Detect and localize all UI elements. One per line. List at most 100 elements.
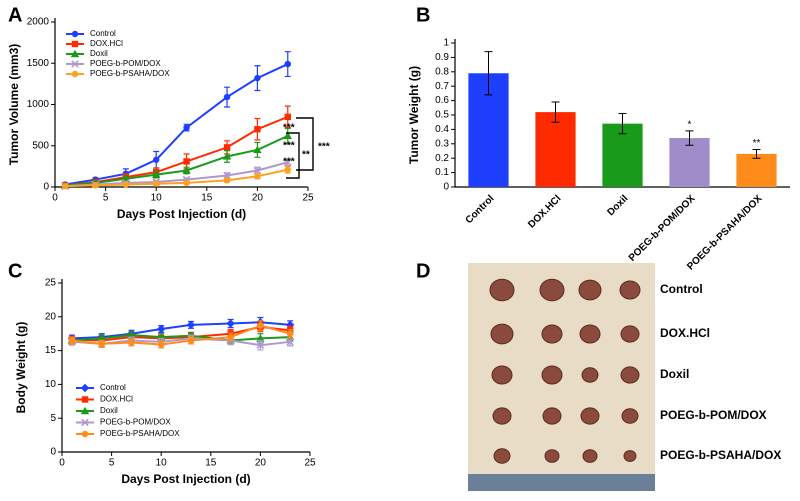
- data-point: [127, 330, 136, 339]
- x-axis-label: Days Post Injection (d): [117, 207, 246, 221]
- y-tick-label: 5: [50, 413, 56, 424]
- data-point: [182, 166, 191, 174]
- tumor: [490, 323, 514, 345]
- tumor: [623, 450, 637, 462]
- data-point: [257, 322, 264, 329]
- legend-label: POEG-b-PSAHA/DOX: [100, 429, 180, 438]
- error-bar: [618, 113, 627, 135]
- annotation: *: [688, 119, 692, 130]
- photo-label: Control: [660, 282, 703, 296]
- data-point: [286, 338, 294, 346]
- data-point: [256, 341, 265, 349]
- annotation: ***: [283, 123, 295, 134]
- y-tick-label: 0.9: [435, 52, 449, 63]
- y-tick-label: 20: [45, 311, 57, 322]
- y-tick-label: 0: [50, 447, 56, 458]
- series-line: [65, 134, 289, 187]
- data-point: [61, 182, 69, 190]
- annotation: ***: [283, 141, 295, 152]
- tumor: [489, 278, 515, 302]
- legend-label: POEG-b-PSAHA/DOX: [90, 69, 170, 78]
- data-point: [186, 320, 196, 330]
- tumor: [541, 324, 563, 344]
- x-tick-label: 5: [109, 458, 115, 469]
- y-tick-label: 15: [45, 345, 57, 356]
- tumor: [620, 366, 640, 384]
- annotation: ***: [318, 142, 330, 153]
- data-point: [153, 156, 160, 163]
- y-axis-label: Tumor Volume (mm3): [7, 44, 21, 166]
- data-point: [284, 60, 291, 68]
- legend-marker: [71, 60, 79, 68]
- data-point: [158, 341, 165, 348]
- y-tick-label: 2000: [27, 17, 50, 28]
- data-point: [152, 170, 161, 178]
- bar: [535, 112, 576, 187]
- x-tick-label: POEG-b-POM/DOX: [627, 193, 698, 264]
- bar: [736, 153, 777, 187]
- data-point: [253, 145, 262, 154]
- x-tick-label: 20: [252, 193, 264, 204]
- y-tick-label: 500: [32, 140, 49, 151]
- y-tick-label: 1: [443, 38, 449, 49]
- tumor: [621, 408, 639, 424]
- x-tick-label: 20: [255, 458, 267, 469]
- tumor: [493, 448, 511, 464]
- x-tick-label: Doxil: [605, 193, 630, 218]
- legend-label: Doxil: [90, 49, 108, 58]
- legend-label: Doxil: [100, 406, 118, 415]
- data-point: [285, 320, 295, 330]
- y-tick-label: 1500: [27, 58, 50, 69]
- photo-label: POEG-b-POM/DOX: [660, 408, 767, 422]
- bar: [669, 138, 710, 187]
- data-point: [223, 177, 231, 184]
- data-point: [183, 179, 190, 187]
- legend-marker: [71, 40, 79, 48]
- y-tick-label: 0.5: [435, 110, 449, 121]
- data-point: [222, 152, 232, 160]
- tumor: [539, 278, 565, 302]
- y-tick-label: 25: [45, 278, 57, 289]
- tumor: [580, 407, 600, 425]
- data-point: [223, 171, 231, 180]
- legend-label: Control: [90, 29, 116, 38]
- data-point: [227, 333, 234, 341]
- tumor: [579, 324, 601, 344]
- data-point: [284, 113, 291, 121]
- legend-label: DOX.HCl: [90, 39, 123, 48]
- y-tick-label: 10: [45, 379, 57, 390]
- data-point: [122, 181, 130, 188]
- data-point: [223, 144, 231, 151]
- annotation: ***: [283, 157, 295, 168]
- y-tick-label: 0.7: [435, 81, 449, 92]
- y-axis-label: Tumor Weight (g): [407, 66, 421, 164]
- photo-label: Doxil: [660, 367, 689, 381]
- annotation: **: [302, 150, 310, 161]
- data-point: [223, 93, 231, 101]
- series-line: [64, 63, 289, 186]
- tumor: [492, 407, 512, 425]
- y-tick-label: 0.6: [435, 95, 449, 106]
- data-point: [128, 339, 135, 346]
- y-tick-label: 0.4: [435, 124, 449, 135]
- data-point: [183, 124, 190, 131]
- data-point: [157, 324, 166, 334]
- y-tick-label: 0: [43, 182, 49, 193]
- data-point: [253, 166, 262, 175]
- data-point: [284, 166, 291, 173]
- x-tick-label: 15: [201, 193, 213, 204]
- data-point: [68, 337, 76, 344]
- data-point: [97, 334, 106, 342]
- x-tick-label: 0: [52, 193, 58, 204]
- data-point: [187, 337, 195, 344]
- tumor: [541, 365, 563, 385]
- y-tick-label: 1000: [27, 99, 50, 110]
- legend-label: POEG-b-POM/DOX: [100, 418, 171, 427]
- data-point: [254, 74, 261, 82]
- data-point: [256, 334, 265, 342]
- legend-marker: [80, 406, 90, 415]
- x-tick-label: 5: [103, 193, 109, 204]
- data-point: [254, 173, 261, 180]
